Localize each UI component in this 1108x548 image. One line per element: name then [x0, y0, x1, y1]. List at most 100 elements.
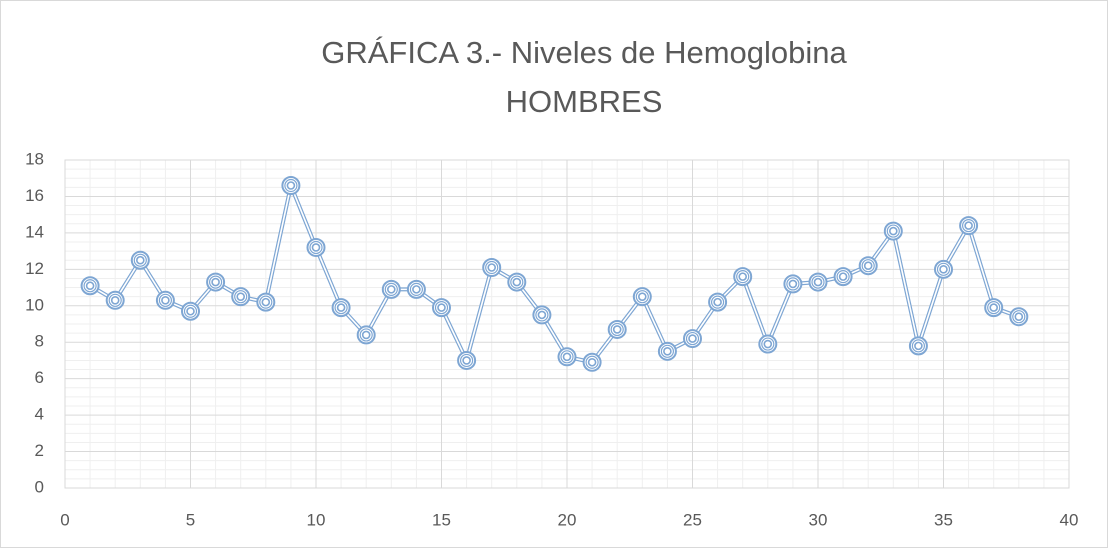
y-tick-label: 2 [35, 441, 44, 460]
marker-ring [908, 336, 928, 356]
marker [783, 274, 803, 294]
marker-ring [105, 290, 125, 310]
marker [582, 352, 602, 372]
marker-ring [234, 290, 248, 304]
marker-ring [883, 221, 903, 241]
marker-ring [585, 355, 599, 369]
marker-ring [939, 265, 948, 274]
marker [858, 256, 878, 276]
marker-ring [858, 256, 878, 276]
x-tick-label: 35 [934, 510, 953, 529]
marker-ring [158, 293, 172, 307]
marker-ring [406, 279, 426, 299]
marker [733, 267, 753, 287]
marker [507, 272, 527, 292]
y-tick-label: 6 [35, 368, 44, 387]
marker-ring [632, 287, 652, 307]
marker-ring [485, 260, 499, 275]
marker-ring [738, 272, 748, 281]
marker [934, 259, 953, 279]
marker-ring [761, 337, 775, 351]
marker-ring [733, 267, 753, 287]
marker-ring [487, 263, 497, 272]
marker-ring [612, 325, 622, 334]
chart-title: GRÁFICA 3.- Niveles de Hemoglobina [321, 35, 847, 70]
marker-ring [381, 279, 401, 299]
marker-ring [833, 267, 853, 287]
marker-ring [409, 282, 423, 296]
marker-ring [685, 331, 700, 346]
marker-ring [1009, 307, 1029, 327]
marker-ring [535, 308, 549, 322]
marker-ring [412, 285, 421, 294]
marker [883, 221, 903, 241]
marker-ring [161, 296, 170, 305]
plot-border [64, 159, 1070, 489]
marker-ring [336, 303, 346, 312]
y-tick-label: 16 [25, 186, 44, 205]
marker-ring [155, 290, 175, 310]
marker-ring [808, 272, 828, 292]
x-tick-label: 10 [307, 510, 326, 529]
marker-ring [836, 270, 850, 284]
marker-ring [209, 275, 223, 289]
marker-ring [211, 277, 220, 287]
marker [206, 272, 226, 292]
marker-ring [708, 292, 728, 312]
y-tick-label: 8 [35, 332, 44, 351]
marker-ring [133, 253, 147, 267]
y-tick-label: 0 [35, 477, 44, 496]
marker [657, 341, 677, 361]
marker [632, 287, 652, 307]
marker-ring [914, 341, 923, 351]
marker-ring [984, 298, 1004, 318]
marker [607, 319, 627, 339]
marker-ring [560, 350, 574, 364]
marker-ring [311, 243, 321, 252]
marker-ring [961, 219, 976, 233]
marker-ring [587, 357, 597, 367]
marker-ring [437, 303, 446, 312]
marker [381, 279, 401, 299]
marker-ring [610, 322, 624, 337]
marker [833, 267, 853, 287]
marker-ring [783, 274, 803, 294]
x-tick-label: 5 [186, 510, 195, 529]
marker-ring [861, 259, 875, 273]
marker-ring [688, 334, 697, 343]
marker-ring [110, 296, 120, 305]
marker-ring [911, 339, 926, 353]
marker-ring [85, 281, 95, 291]
x-tick-label: 40 [1060, 510, 1079, 529]
marker-ring [181, 301, 200, 321]
marker [683, 329, 702, 349]
marker-ring [356, 325, 376, 345]
x-tick-label: 25 [683, 510, 702, 529]
marker-ring [532, 305, 552, 325]
marker [1009, 307, 1029, 327]
marker-ring [457, 350, 477, 370]
marker-ring [788, 279, 798, 289]
marker [758, 334, 778, 354]
y-tick-label: 18 [25, 149, 44, 168]
marker-ring [286, 181, 296, 190]
marker-ring [989, 303, 999, 312]
marker-ring [130, 250, 150, 270]
marker-ring [334, 301, 348, 315]
marker-ring [462, 356, 471, 365]
marker [984, 298, 1004, 318]
marker-ring [736, 270, 750, 284]
marker-ring [482, 258, 502, 278]
marker [181, 301, 200, 321]
marker [708, 292, 728, 312]
marker-ring [432, 298, 451, 318]
marker-ring [635, 290, 649, 304]
x-tick-label: 0 [60, 510, 69, 529]
marker [482, 258, 502, 278]
marker [557, 347, 577, 367]
marker-ring [434, 301, 449, 315]
marker [331, 298, 351, 318]
y-tick-label: 10 [25, 295, 44, 314]
